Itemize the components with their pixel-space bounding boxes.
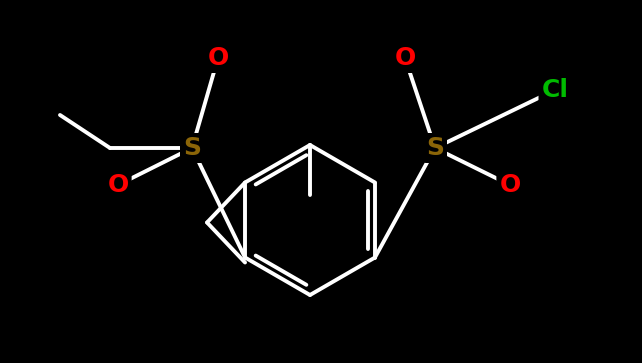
Text: O: O bbox=[499, 173, 521, 197]
Text: O: O bbox=[207, 46, 229, 70]
Text: O: O bbox=[107, 173, 128, 197]
Text: S: S bbox=[183, 136, 201, 160]
Text: O: O bbox=[394, 46, 415, 70]
Text: S: S bbox=[426, 136, 444, 160]
Text: Cl: Cl bbox=[541, 78, 569, 102]
